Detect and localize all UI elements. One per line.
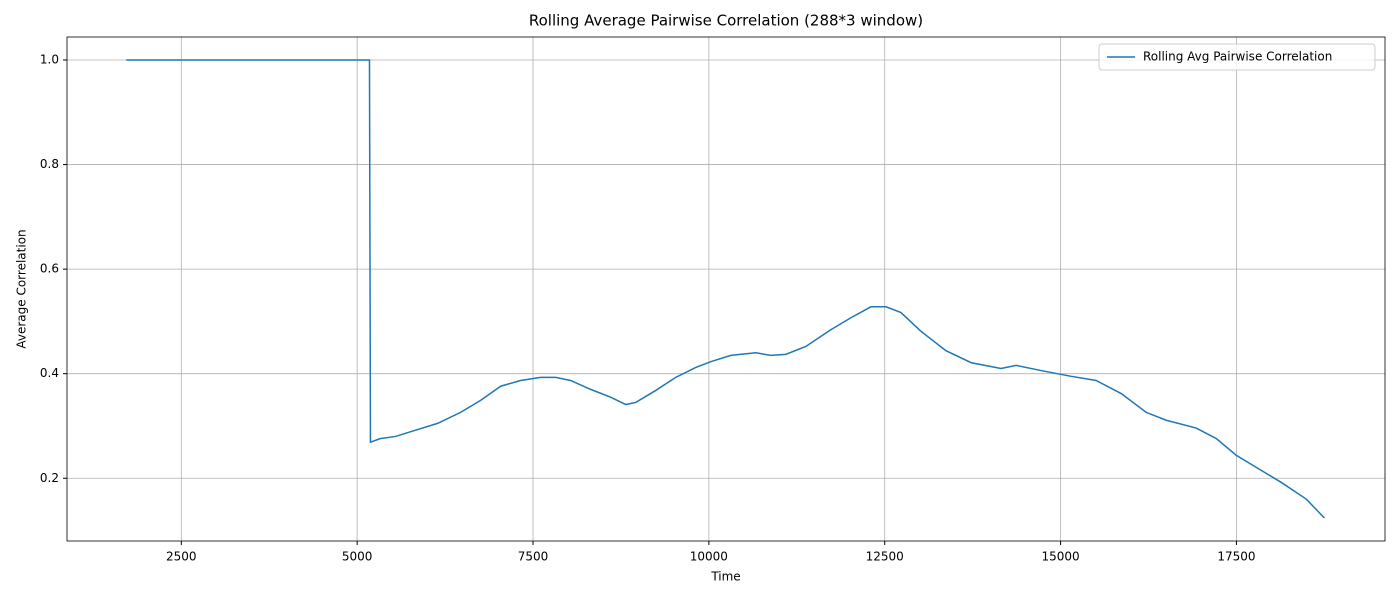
y-tick-label: 0.6 bbox=[40, 262, 59, 276]
data-line bbox=[126, 59, 1325, 519]
plot bbox=[126, 59, 1325, 519]
y-tick-label: 0.4 bbox=[40, 366, 59, 380]
y-tick-label: 1.0 bbox=[40, 53, 59, 67]
x-tick-label: 12500 bbox=[866, 550, 904, 564]
chart-title: Rolling Average Pairwise Correlation (28… bbox=[529, 12, 923, 30]
axes-frame bbox=[66, 36, 1386, 542]
x-tick-label: 15000 bbox=[1041, 550, 1079, 564]
legend-box bbox=[1098, 43, 1376, 71]
legend: Rolling Avg Pairwise Correlation bbox=[1098, 43, 1376, 71]
y-tick-label: 0.2 bbox=[40, 471, 59, 485]
x-tick-label: 10000 bbox=[690, 550, 728, 564]
x-tick-label: 2500 bbox=[166, 550, 197, 564]
x-axis-label: Time bbox=[710, 570, 740, 584]
y-axis-label: Average Correlation bbox=[15, 229, 29, 348]
x-tick-label: 7500 bbox=[518, 550, 549, 564]
x-tick-label: 5000 bbox=[342, 550, 373, 564]
y-tick-label: 0.8 bbox=[40, 157, 59, 171]
legend-label: Rolling Avg Pairwise Correlation bbox=[1143, 50, 1332, 64]
x-tick-label: 17500 bbox=[1217, 550, 1255, 564]
